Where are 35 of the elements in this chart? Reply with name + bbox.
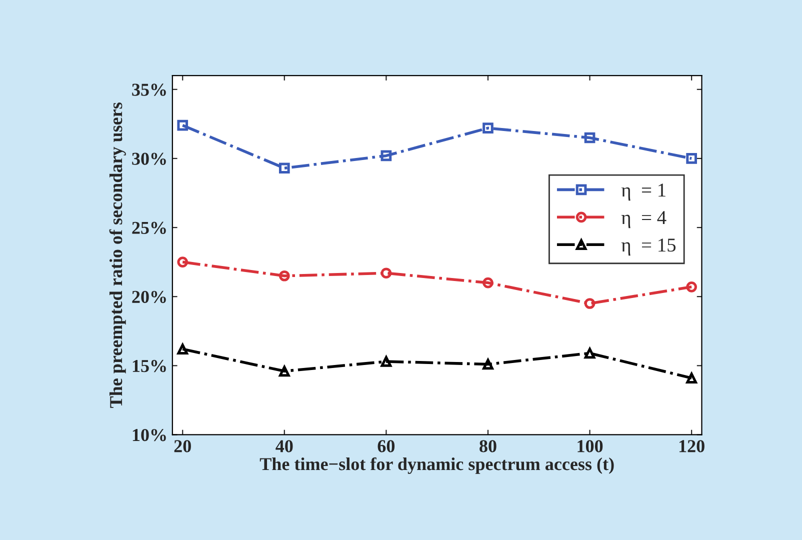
x-tick-label: 80 <box>480 440 496 452</box>
x-tick-label: 40 <box>276 440 293 452</box>
point <box>278 162 290 174</box>
y-tick-label: 20% <box>132 290 166 304</box>
point <box>584 348 596 359</box>
y-tick-label: 15% <box>132 360 166 372</box>
point <box>278 270 290 282</box>
point <box>584 298 596 309</box>
y-tick-label: 10% <box>132 428 166 442</box>
point <box>686 372 697 384</box>
point <box>380 150 392 162</box>
point <box>177 256 188 268</box>
x-axis-title: The time−slot for dynamic spectrum access (t) <box>260 457 614 474</box>
point <box>380 356 392 367</box>
point <box>278 366 290 377</box>
point <box>177 344 188 354</box>
point <box>482 277 494 288</box>
x-tick-label: 120 <box>679 440 704 452</box>
legend-label: η = 15 <box>621 238 676 256</box>
x-tick-label: 100 <box>578 440 603 452</box>
point <box>177 120 188 131</box>
point <box>584 132 596 144</box>
y-tick-label: 25% <box>132 222 166 234</box>
point <box>686 153 697 164</box>
point <box>380 268 392 279</box>
y-tick-label: 35% <box>132 84 166 96</box>
y-tick-label: 30% <box>132 152 166 165</box>
legend-label: η = 1 <box>621 184 666 201</box>
legend-label: η = 4 <box>621 211 666 228</box>
y-axis-title: The preempted ratio of secondary users <box>109 102 126 408</box>
x-tick-label: 20 <box>174 440 191 452</box>
point <box>482 122 494 134</box>
point <box>482 358 494 370</box>
x-tick-label: 60 <box>378 440 395 452</box>
point <box>686 282 697 292</box>
